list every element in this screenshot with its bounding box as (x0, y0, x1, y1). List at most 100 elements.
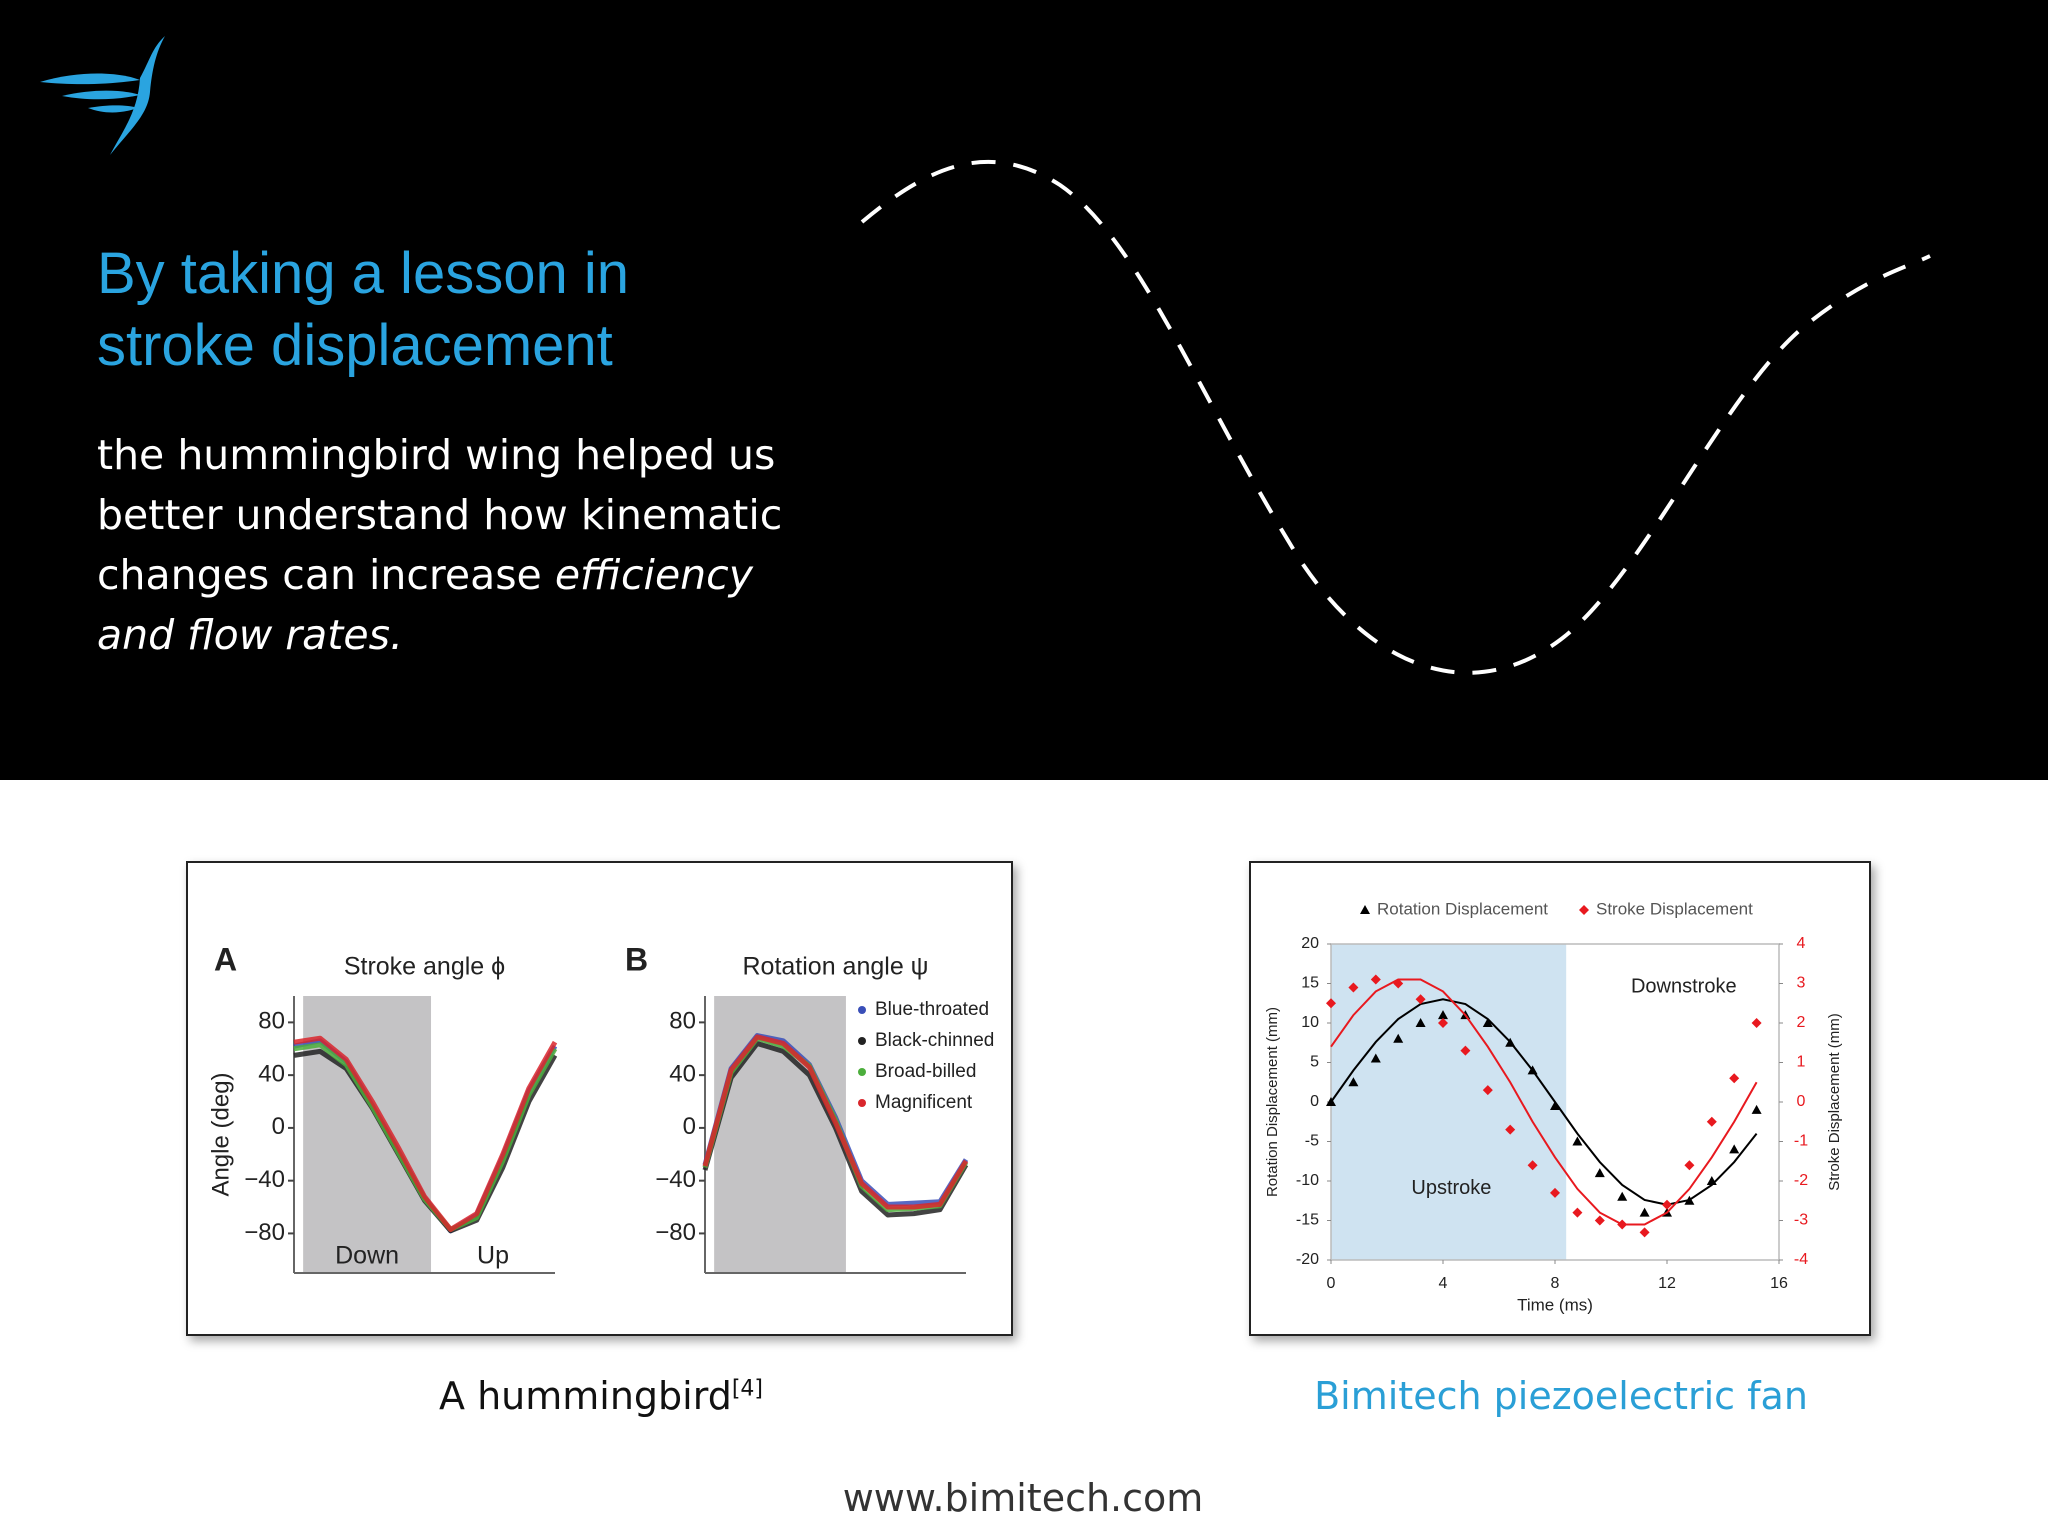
y-tick-label: −80 (244, 1219, 285, 1246)
data-point (1550, 1100, 1560, 1110)
y-tick-label: -10 (1296, 1172, 1319, 1189)
fit-line (1330, 998, 1758, 1206)
x-tick-label: 12 (1658, 1275, 1676, 1292)
data-point (1438, 1018, 1448, 1028)
data-point (1505, 1037, 1516, 1047)
y2-tick-label: -2 (1794, 1172, 1808, 1189)
legend-marker (858, 1037, 866, 1045)
x-tick-label: 16 (1770, 1275, 1788, 1292)
data-point (1370, 974, 1381, 985)
x-tick-label: 4 (1439, 1275, 1448, 1292)
data-point (1729, 1144, 1740, 1154)
series-line (293, 1035, 558, 1232)
y-tick-label: −80 (655, 1219, 696, 1246)
data-point (1393, 978, 1404, 989)
y2-tick-label: 4 (1797, 935, 1806, 952)
paragraph: the hummingbird wing helped us better un… (97, 425, 817, 665)
legend-marker (858, 1068, 866, 1076)
y-tick-label: -20 (1296, 1251, 1319, 1268)
y-tick-label: 0 (272, 1113, 285, 1140)
y-tick-label: 0 (1310, 1093, 1319, 1110)
data-point (1550, 1187, 1560, 1198)
y-tick-label: 40 (258, 1060, 285, 1087)
y2-tick-label: -3 (1794, 1212, 1808, 1229)
data-point (1505, 1124, 1516, 1135)
shade-region (714, 996, 846, 1273)
y2-axis-label: Stroke Displacement (mm) (1826, 1013, 1843, 1191)
paragraph-text: the hummingbird wing helped us better un… (97, 431, 783, 599)
fit-line (1330, 978, 1758, 1226)
panel-label: B (625, 941, 648, 977)
data-point (1348, 1077, 1359, 1087)
y-tick-label: 80 (669, 1008, 696, 1035)
data-point (1729, 1073, 1740, 1084)
y-tick-label: 5 (1310, 1054, 1319, 1071)
legend-label: Black-chinned (875, 1030, 994, 1051)
legend-marker (1360, 905, 1370, 914)
legend-label: Blue-throated (875, 999, 989, 1020)
data-point (1662, 1199, 1672, 1210)
shade-region (1331, 944, 1567, 1260)
paragraph-emphasis: efficiency and flow rates. (97, 551, 753, 659)
series-line (702, 1034, 969, 1210)
legend-label: Stroke Displacement (1596, 899, 1753, 918)
data-point (1594, 1215, 1605, 1226)
y2-tick-label: -4 (1794, 1251, 1808, 1268)
data-point (1684, 1195, 1695, 1205)
data-point (1348, 982, 1359, 993)
y-tick-label: 40 (669, 1060, 696, 1087)
y2-tick-label: 2 (1797, 1014, 1806, 1031)
x-axis-label: Time (ms) (1517, 1295, 1593, 1314)
y2-tick-label: -1 (1794, 1133, 1808, 1150)
data-point (1460, 1045, 1471, 1056)
legend-marker (1579, 905, 1589, 915)
data-point (1751, 1018, 1762, 1028)
header-band: By taking a lesson in stroke displacemen… (0, 0, 2048, 780)
y2-tick-label: 3 (1797, 975, 1806, 992)
y-axis-label: Rotation Displacement (mm) (1264, 1007, 1281, 1197)
data-point (1370, 1053, 1381, 1063)
y-tick-label: −40 (655, 1166, 696, 1193)
data-point (1617, 1219, 1628, 1230)
data-point (1415, 994, 1426, 1005)
y-tick-label: -15 (1296, 1212, 1319, 1229)
legend-label: Broad-billed (875, 1061, 976, 1082)
y-tick-label: 0 (683, 1113, 696, 1140)
y-tick-label: 80 (258, 1008, 285, 1035)
data-point (1594, 1168, 1605, 1178)
data-point (1326, 998, 1336, 1009)
y2-tick-label: 1 (1797, 1054, 1806, 1071)
data-point (1482, 1018, 1493, 1027)
panel-title: Stroke angle ϕ (344, 953, 505, 981)
data-point (1415, 1018, 1426, 1027)
region-label: Upstroke (1411, 1177, 1491, 1199)
footer-url: www.bimitech.com (842, 1476, 1204, 1520)
data-point (1393, 1033, 1404, 1043)
data-point (1684, 1160, 1695, 1171)
y-tick-label: 20 (1301, 935, 1319, 952)
data-point (1751, 1104, 1762, 1114)
data-point (1572, 1207, 1583, 1218)
panel-label: A (214, 941, 237, 977)
x-tick-label: 0 (1327, 1275, 1336, 1292)
data-point (1438, 1010, 1448, 1020)
caption: Bimitech piezoelectric fan (1314, 1374, 1808, 1418)
legend-marker (858, 1006, 866, 1014)
y2-tick-label: 0 (1797, 1093, 1806, 1110)
y-tick-label: -5 (1305, 1133, 1319, 1150)
data-point (1617, 1191, 1628, 1201)
region-label: Up (477, 1242, 509, 1270)
data-point (1527, 1160, 1538, 1171)
y-tick-label: 10 (1301, 1014, 1319, 1031)
data-point (1706, 1116, 1717, 1127)
dashed-wave (860, 159, 1931, 675)
region-label: Down (335, 1242, 399, 1270)
legend-label: Rotation Displacement (1377, 899, 1548, 918)
legend-marker (858, 1099, 866, 1107)
region-label: Downstroke (1631, 976, 1737, 998)
citation: [4] (731, 1376, 763, 1402)
y-axis-label: Angle (deg) (207, 1072, 234, 1196)
data-point (1639, 1227, 1650, 1238)
